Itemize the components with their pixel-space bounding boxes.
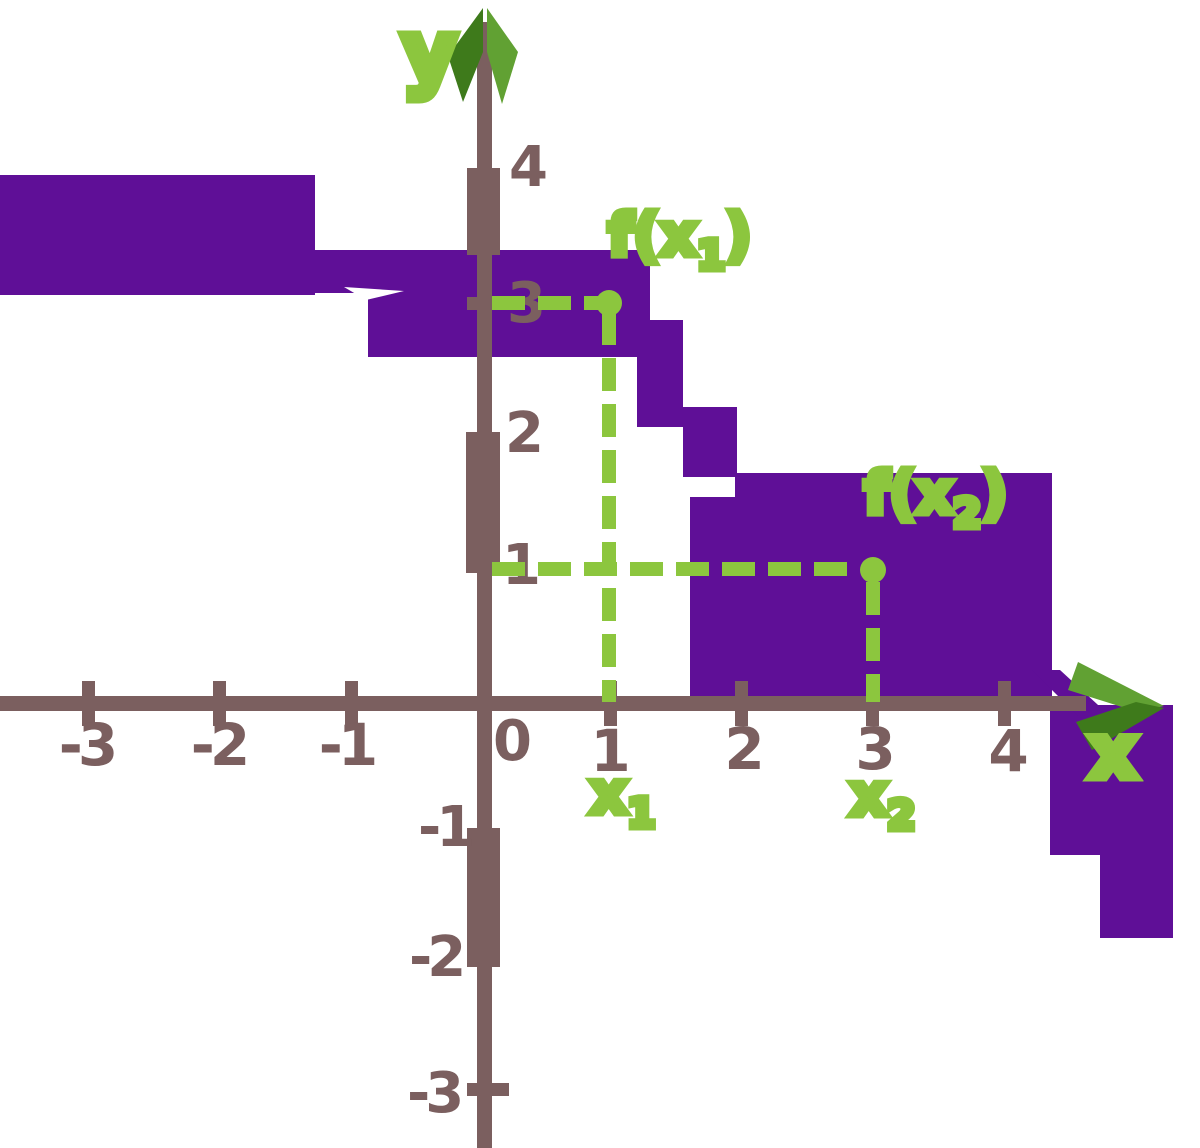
dashed-guide-line: [866, 582, 880, 702]
x-tick-label: 1: [590, 717, 630, 785]
curve-segment: [637, 320, 683, 427]
y-axis-bold-segment: [467, 168, 500, 255]
x-tick-label: 3: [855, 715, 895, 783]
x-axis-tick-mark: [81, 681, 95, 726]
y-tick-label: -3: [407, 1061, 464, 1126]
x-axis-label: x: [1085, 710, 1141, 794]
label-x1-subscript: 1: [624, 791, 659, 838]
y-axis-tick-mark: [467, 1082, 509, 1096]
label-f-of-x2-text: f(x: [860, 459, 956, 527]
label-x2-text: x: [846, 761, 891, 829]
y-tick-label: 2: [505, 401, 544, 466]
x-axis-tick-mark: [344, 681, 358, 726]
curve-segment: [683, 407, 737, 477]
label-f-of-x1: f(x 1): [604, 201, 755, 280]
label-f-of-x2-subscript: 2: [950, 491, 985, 538]
curve-notch: [344, 287, 404, 300]
label-f-of-x2: f(x 2): [860, 459, 1011, 538]
x-tick-label: 2: [724, 715, 764, 783]
label-f-of-x1-text: f(x: [604, 201, 700, 269]
curve-segment: [0, 175, 315, 295]
y-axis-bold-segment: [467, 828, 500, 967]
x-axis-tick-mark: [212, 681, 226, 726]
y-axis-label: y: [398, 3, 462, 101]
marked-point-dot: [860, 557, 886, 583]
y-tick-label: -1: [418, 795, 475, 860]
x-tick-label: -2: [190, 711, 250, 779]
x-tick-label: -1: [318, 711, 378, 779]
y-tick-label: 0: [493, 709, 532, 774]
curve-segment: [690, 497, 740, 703]
dashed-guide-line: [492, 562, 860, 576]
dashed-guide-line: [602, 312, 616, 702]
label-x2-subscript: 2: [884, 793, 919, 840]
marked-point-dot: [596, 290, 622, 316]
label-f-of-x1-close: ): [722, 201, 755, 269]
x-tick-label: 4: [988, 717, 1028, 785]
dashed-guide-line: [492, 296, 610, 310]
x-axis-line: [0, 696, 1086, 711]
label-x1-text: x: [586, 759, 631, 827]
curve-segment: [1100, 855, 1173, 938]
y-tick-label: -2: [409, 925, 466, 990]
label-f-of-x2-close: ): [978, 459, 1011, 527]
x-tick-label: -3: [58, 711, 118, 779]
label-f-of-x1-subscript: 1: [694, 233, 729, 280]
y-axis-bold-segment: [466, 432, 500, 573]
y-tick-label: 4: [509, 135, 548, 200]
